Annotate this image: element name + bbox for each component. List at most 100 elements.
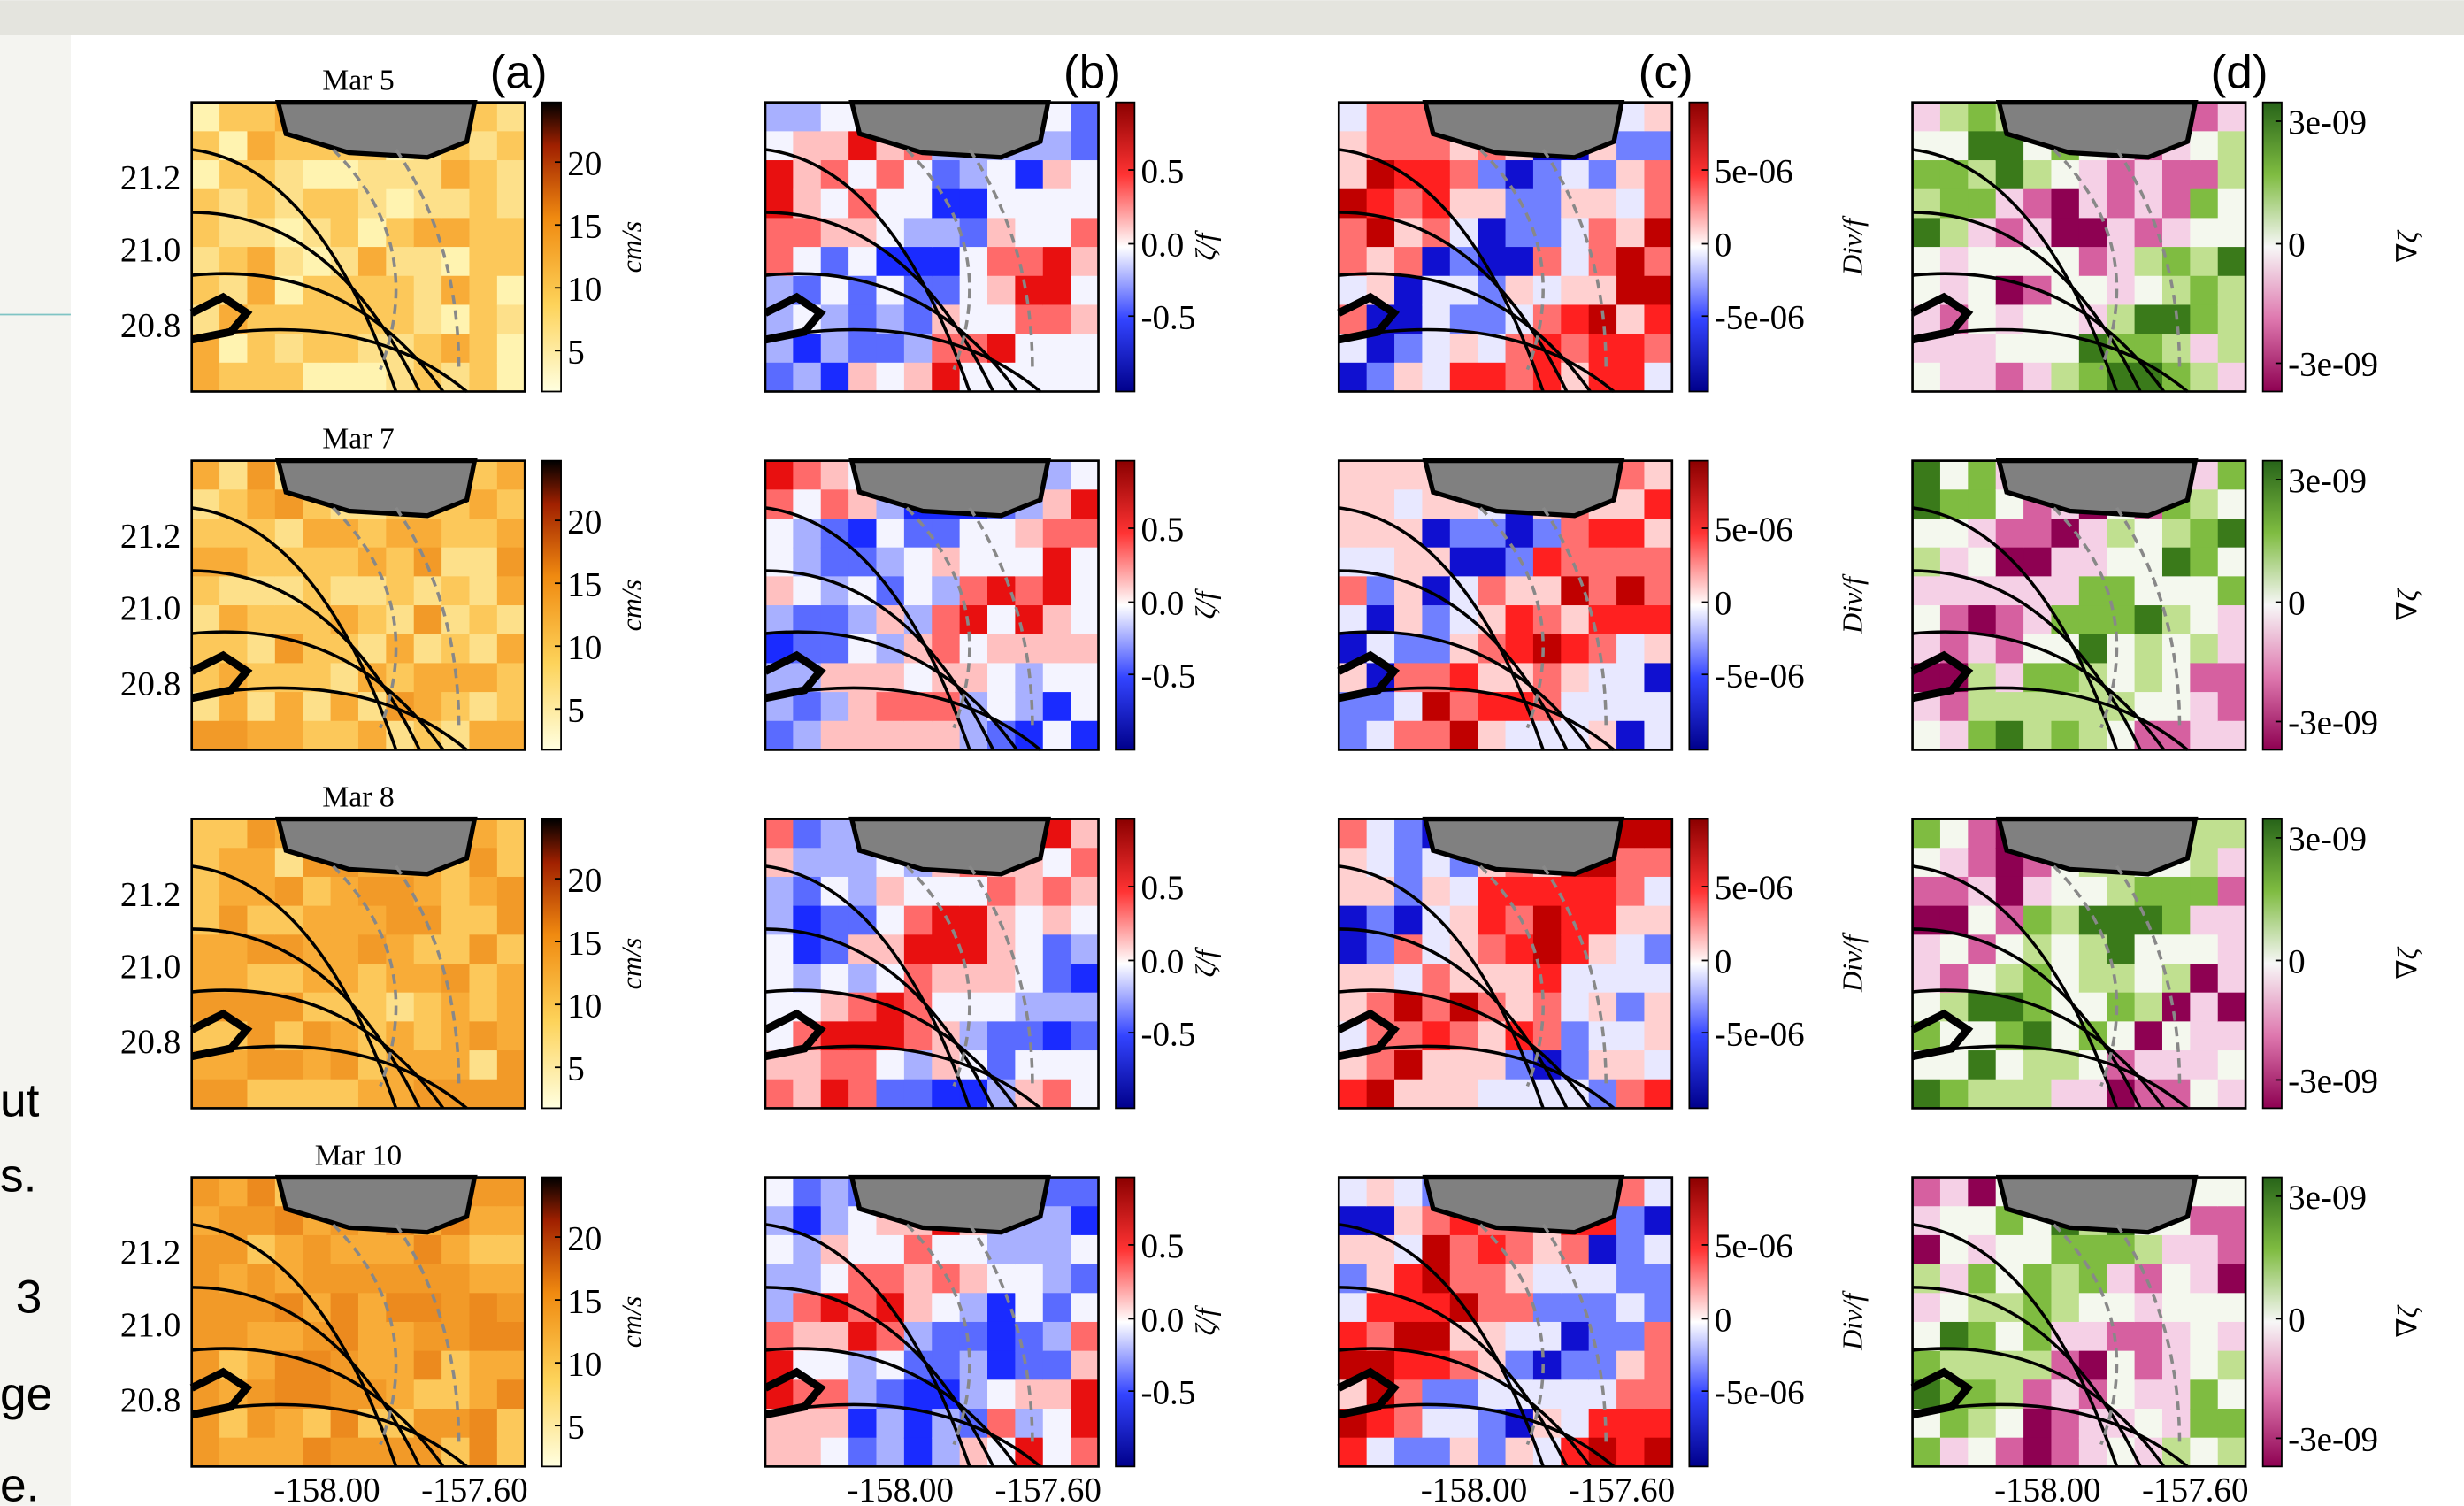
map-cell [497,131,526,161]
map-cell [441,605,470,635]
map-cell [497,334,526,364]
map-cell [1616,692,1645,722]
map-cell [1644,1264,1672,1295]
map-cell [1367,692,1395,722]
map-cell [1616,993,1645,1023]
map-cell [848,548,877,578]
map-cell [1450,160,1478,190]
map-cell [1533,1021,1562,1051]
map-cell [2218,1438,2246,1468]
map-cell [2162,189,2191,219]
map-cell [497,605,526,635]
map-cell [1422,906,1450,936]
map-cell [441,906,470,936]
colorbar-tick-label: 10 [567,1345,602,1383]
map-cell [1450,363,1478,393]
map-cell [876,877,904,907]
map-cell [1506,576,1534,606]
map-cell [469,247,497,277]
map-cell [303,363,331,393]
map-cell [1015,634,1043,665]
map-cell [414,906,442,936]
map-cell [219,576,248,606]
map-cell [848,906,877,936]
colorbar-label: Div/f [1838,932,1869,993]
panel-label: (d) [2210,47,2268,99]
map-cell [1968,721,1996,751]
map-cell [2079,548,2107,578]
map-cell [441,1351,470,1381]
map-cell [358,1322,387,1352]
map-cell [960,519,988,549]
map-cell [219,1293,248,1323]
map-cell [331,576,359,606]
map-cell [2079,605,2107,635]
colorbar [1116,819,1134,1109]
map-cell [1043,1264,1071,1295]
colorbar-tick-label: 5e-06 [1715,1227,1793,1265]
map-cell [1616,1438,1645,1468]
map-cell [2107,247,2135,277]
map-cell [1071,1206,1099,1236]
map-cell [303,189,331,219]
map-cell [247,1409,275,1439]
colorbar-tick-label: -3e-09 [2288,1421,2378,1459]
map-cell [932,576,960,606]
map-cell [1968,819,1996,849]
map-cell [1561,605,1589,635]
map-cell [2218,1351,2246,1381]
map-cell [1450,1438,1478,1468]
map-cell [414,877,442,907]
map-cell [960,1264,988,1295]
map-cell [1561,519,1589,549]
map-cell [497,1080,526,1110]
map-cell [1940,819,1969,849]
map-cell [219,461,248,491]
map-cell [331,934,359,964]
map-cell [469,276,497,306]
panel-label: (c) [1639,47,1693,99]
map-cell [1478,1080,1506,1110]
colorbar-tick-label: 0.5 [1140,869,1184,907]
map-cell [793,819,821,849]
map-cell [275,692,303,722]
map-cell [2079,964,2107,994]
map-cell [469,218,497,248]
map-cell [414,1021,442,1051]
map-cell [2051,1080,2079,1110]
map-cell [219,692,248,722]
map-cell [1071,877,1099,907]
colorbar-tick-label: 10 [567,628,602,666]
map-panel [1339,461,1672,751]
map-cell [1913,934,1941,964]
map-cell [793,218,821,248]
map-cell [1996,877,2024,907]
map-cell [987,189,1016,219]
map-cell [1561,934,1589,964]
map-cell [1616,964,1645,994]
map-cell [497,1293,526,1323]
map-cell [2135,160,2163,190]
map-cell [2218,1322,2246,1352]
side-text: 3 [16,1271,42,1323]
colorbar-tick-label: -0.5 [1140,298,1195,336]
map-cell [1506,877,1534,907]
map-cell [469,304,497,334]
map-cell [247,721,275,751]
colorbar-tick-label: 0 [1715,943,1732,981]
map-cell [2162,247,2191,277]
map-cell [1644,334,1672,364]
map-cell [2135,877,2163,907]
map-cell [960,877,988,907]
map-cell [414,1293,442,1323]
map-cell [497,548,526,578]
map-cell [441,1264,470,1295]
map-cell [331,189,359,219]
colorbar-label: cm/s [617,938,648,990]
map-cell [303,721,331,751]
map-cell [386,304,414,334]
map-cell [848,1264,877,1295]
map-cell [303,1080,331,1110]
map-cell [2218,634,2246,665]
map-cell [765,877,794,907]
